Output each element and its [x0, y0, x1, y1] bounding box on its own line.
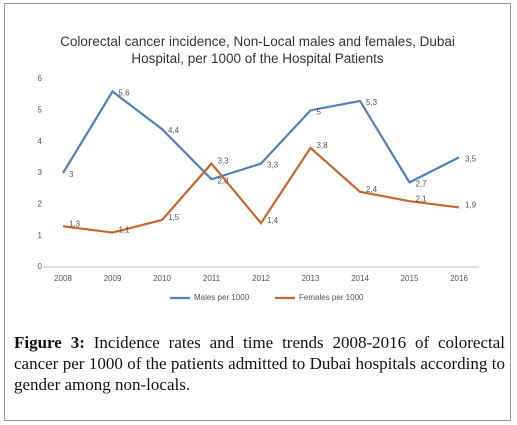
data-label: 3,5	[465, 154, 477, 163]
x-tick-label: 2016	[450, 274, 468, 283]
y-tick-label: 1	[38, 231, 43, 240]
data-label: 1,9	[465, 201, 477, 210]
line-series	[62, 146, 460, 234]
caption-text: Incidence rates and time trends 2008-201…	[14, 333, 506, 394]
y-tick-label: 6	[38, 74, 43, 83]
x-tick-label: 2014	[351, 274, 369, 283]
line-series	[62, 89, 460, 184]
legend-label: Females per 1000	[299, 293, 364, 302]
y-tick-label: 2	[38, 199, 43, 208]
data-label: 2,1	[416, 194, 428, 203]
data-label: 1,3	[69, 219, 81, 228]
data-label: 2,7	[416, 180, 428, 189]
caption-label: Figure 3:	[14, 333, 85, 352]
y-tick-label: 0	[38, 262, 43, 271]
x-tick-label: 2015	[401, 274, 419, 283]
caption: Figure 3: Incidence rates and time trend…	[14, 332, 505, 395]
y-tick-label: 4	[38, 137, 43, 146]
x-tick-label: 2013	[302, 274, 320, 283]
data-label: 3	[69, 170, 74, 179]
data-label: 3,3	[218, 157, 230, 166]
chart-title: Colorectal cancer incidence, Non-Local m…	[60, 34, 455, 66]
x-tick-label: 2012	[252, 274, 270, 283]
data-label: 1,5	[168, 213, 180, 222]
data-label: 4,4	[168, 126, 180, 135]
x-tick-label: 2009	[104, 274, 122, 283]
data-label: 5,3	[366, 98, 378, 107]
data-label: 3,8	[317, 141, 329, 150]
data-label: 3,3	[267, 161, 279, 170]
x-tick-label: 2008	[54, 274, 72, 283]
data-label: 1,1	[119, 226, 131, 235]
y-tick-label: 3	[38, 168, 43, 177]
x-tick-label: 2010	[153, 274, 171, 283]
data-label: 2,4	[366, 185, 378, 194]
y-tick-label: 5	[38, 105, 43, 114]
chart: 0 1 2 3 4 5 6 2008 2009 2010 2011 2012 2013 2014 2015 2…	[38, 74, 479, 302]
x-tick-label: 2011	[203, 274, 221, 283]
data-label: 1,4	[267, 216, 279, 225]
legend-label: Males per 1000	[194, 293, 250, 302]
data-label: 5	[317, 107, 322, 116]
data-label: 5,6	[119, 89, 131, 98]
figure-frame	[4, 3, 511, 421]
data-label: 2,8	[218, 176, 230, 185]
